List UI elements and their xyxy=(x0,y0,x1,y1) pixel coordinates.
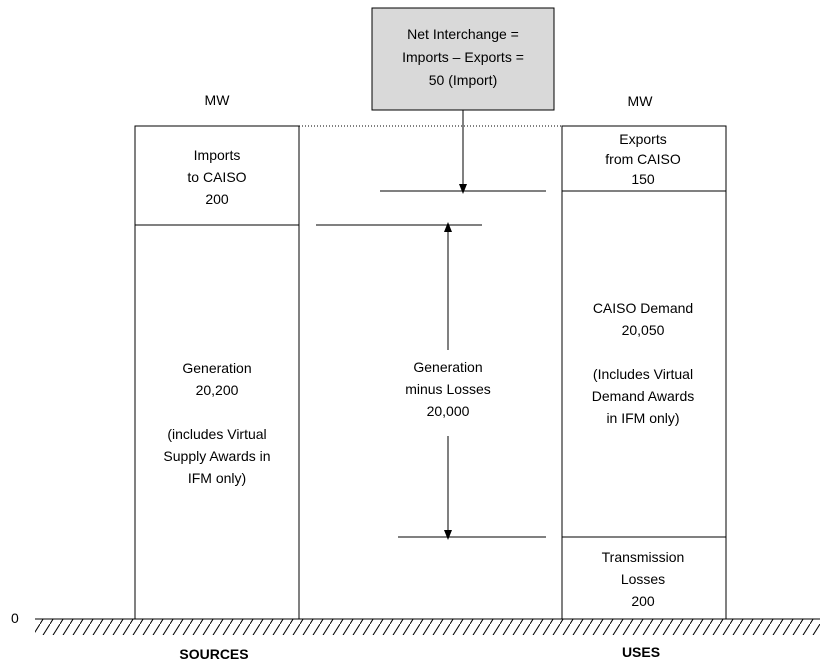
generation-note-2: Supply Awards in xyxy=(163,448,270,464)
exports-line-2: from CAISO xyxy=(605,151,681,167)
losses-value: 200 xyxy=(631,593,655,609)
imports-value: 200 xyxy=(205,191,229,207)
demand-value: 20,050 xyxy=(622,322,665,338)
net-interchange-line-1: Net Interchange = xyxy=(407,26,519,42)
gen-minus-losses-line-2: minus Losses xyxy=(405,381,491,397)
generation-value: 20,200 xyxy=(196,382,239,398)
ground-hatch xyxy=(35,619,820,635)
demand-note-3: in IFM only) xyxy=(606,410,679,426)
zero-label: 0 xyxy=(11,610,19,626)
unit-label-right: MW xyxy=(628,93,654,109)
gen-minus-losses-value: 20,000 xyxy=(427,403,470,419)
exports-value: 150 xyxy=(631,171,655,187)
uses-label: USES xyxy=(622,644,660,660)
unit-label-left: MW xyxy=(205,92,231,108)
gen-minus-losses-line-1: Generation xyxy=(413,359,482,375)
generation-note-3: IFM only) xyxy=(188,470,246,486)
uses-column xyxy=(561,125,727,620)
exports-line-1: Exports xyxy=(619,131,666,147)
sources-label: SOURCES xyxy=(179,646,248,662)
demand-note-2: Demand Awards xyxy=(592,388,694,404)
losses-line-2: Losses xyxy=(621,571,665,587)
imports-line-1: Imports xyxy=(194,147,241,163)
losses-line-1: Transmission xyxy=(602,549,685,565)
generation-line-1: Generation xyxy=(182,360,251,376)
imports-line-2: to CAISO xyxy=(187,169,246,185)
demand-line-1: CAISO Demand xyxy=(593,300,693,316)
net-interchange-line-3: 50 (Import) xyxy=(429,72,497,88)
sources-column xyxy=(134,125,300,620)
net-interchange-line-2: Imports – Exports = xyxy=(402,49,524,65)
demand-note-1: (Includes Virtual xyxy=(593,366,693,382)
generation-note-1: (includes Virtual xyxy=(167,426,266,442)
